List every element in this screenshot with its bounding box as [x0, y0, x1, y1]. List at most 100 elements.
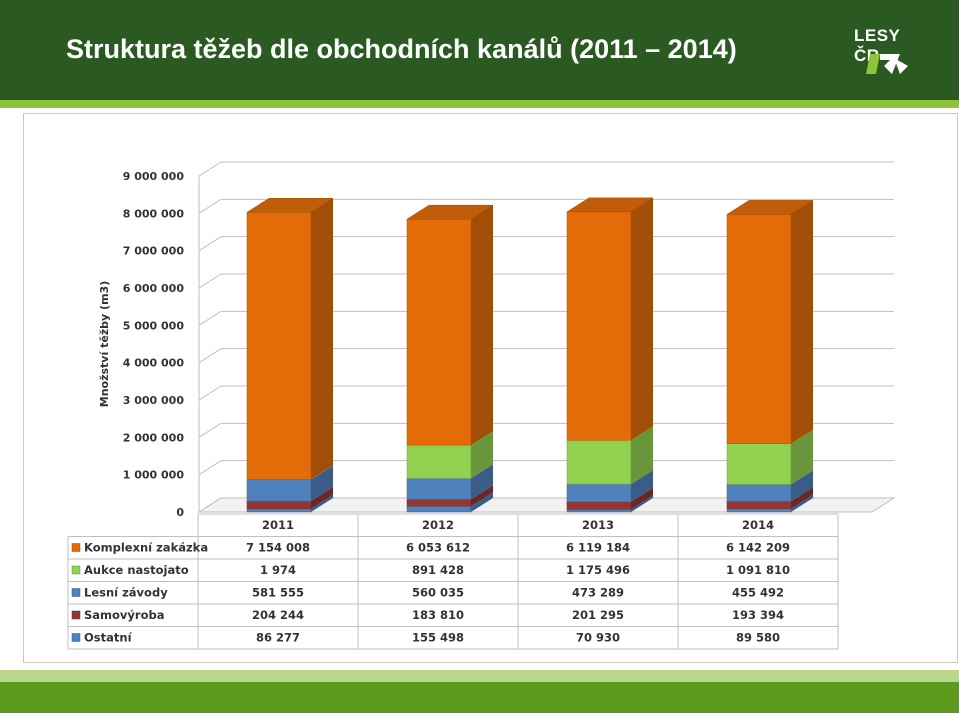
gridline-depth	[198, 460, 222, 476]
data-label: 473 289	[572, 586, 624, 600]
data-label: 86 277	[256, 631, 300, 645]
bar-segment-side	[631, 470, 653, 502]
footer-bar	[0, 682, 959, 713]
category-label: 2012	[422, 518, 454, 532]
series-label: Ostatní	[84, 631, 133, 645]
bar-segment-side	[471, 492, 493, 512]
bar-segment	[246, 479, 312, 502]
data-label: 7 154 008	[246, 541, 310, 555]
legend-key	[71, 565, 81, 575]
bar-segment-side	[311, 465, 333, 502]
bar-segment	[406, 499, 472, 507]
data-label: 891 428	[412, 563, 464, 577]
data-label: 1 974	[260, 563, 296, 577]
series-label: Samovýroba	[84, 608, 164, 622]
data-label: 455 492	[732, 586, 784, 600]
header-stripe	[0, 100, 959, 108]
bar-segment-side	[311, 198, 333, 480]
bar-segment	[406, 218, 472, 446]
y-tick-label: 1 000 000	[123, 469, 185, 482]
header-bar	[0, 0, 959, 104]
bar-top	[726, 200, 814, 215]
category-label: 2011	[262, 518, 294, 532]
bar-segment	[246, 500, 312, 510]
bar-segment-side	[471, 464, 493, 500]
bar-top	[246, 198, 334, 213]
data-label: 6 119 184	[566, 541, 630, 555]
bar-segment	[726, 484, 792, 502]
bar-segment-side	[311, 487, 333, 509]
logo-leaf-icon	[866, 54, 908, 74]
gridline-depth	[198, 422, 222, 438]
bar-segment-side	[471, 205, 493, 446]
y-tick-label: 6 000 000	[123, 282, 185, 295]
series-label: Komplexní zakázka	[84, 541, 208, 555]
bar-segment	[406, 444, 472, 479]
bar-segment	[566, 483, 632, 503]
bar-segment-side	[471, 485, 493, 507]
bar-segment	[566, 440, 632, 485]
bar-segment	[406, 478, 472, 500]
page-title: Struktura těžeb dle obchodních kanálů (2…	[66, 34, 737, 64]
data-label: 581 555	[252, 586, 304, 600]
data-label: 193 394	[732, 608, 784, 622]
y-tick-label: 5 000 000	[123, 319, 185, 332]
bar-segment-side	[311, 494, 333, 512]
series-label: Aukce nastojato	[84, 563, 189, 577]
data-label: 1 091 810	[726, 563, 790, 577]
lesy-cr-logo: LESY ČR	[850, 22, 930, 82]
gridline-depth	[198, 161, 222, 177]
y-tick-label: 7 000 000	[123, 245, 185, 258]
bar-segment	[566, 211, 632, 441]
bar-top	[566, 197, 654, 213]
bar-segment	[726, 501, 792, 509]
series-label: Lesní závody	[84, 586, 168, 600]
data-label: 201 295	[572, 608, 624, 622]
bar-segment-side	[471, 431, 493, 479]
data-label: 89 580	[736, 631, 780, 645]
bar-segment	[246, 212, 312, 480]
bar-segment	[566, 509, 632, 513]
legend-key	[71, 610, 81, 620]
y-tick-label: 8 000 000	[123, 207, 185, 220]
chart-floor	[197, 497, 896, 513]
data-label: 6 142 209	[726, 541, 790, 555]
y-tick-label: 9 000 000	[123, 170, 185, 183]
gridline-depth	[198, 348, 222, 364]
bar-segment	[406, 505, 472, 513]
footer-stripe	[0, 670, 959, 682]
bar-segment-side	[631, 487, 653, 510]
bar-segment-side	[631, 495, 653, 512]
data-label: 155 498	[412, 631, 464, 645]
gridline-depth	[198, 310, 222, 326]
data-label: 560 035	[412, 586, 464, 600]
legend-key	[71, 543, 81, 552]
bar-segment-side	[631, 197, 653, 441]
data-label: 70 930	[576, 631, 620, 645]
category-label: 2014	[742, 518, 774, 532]
legend-key	[71, 588, 81, 597]
bar-segment-side	[631, 426, 653, 485]
data-label: 6 053 612	[406, 541, 470, 555]
gridline-depth	[198, 385, 222, 401]
bar-top	[406, 204, 494, 220]
bar-segment-side	[791, 470, 813, 502]
data-label: 204 244	[252, 608, 304, 622]
legend-key	[71, 633, 81, 642]
bar-segment-side	[791, 200, 813, 444]
y-tick-label: 4 000 000	[123, 357, 185, 370]
bar-segment-side	[791, 429, 813, 485]
bar-segment	[726, 508, 792, 513]
gridline-depth	[198, 273, 222, 289]
bar-segment	[726, 443, 792, 485]
bar-segment	[246, 508, 312, 513]
bar-segment	[566, 501, 632, 510]
gridline-depth	[198, 198, 222, 214]
data-label: 183 810	[412, 608, 464, 622]
bar-segment-side	[791, 487, 813, 509]
bar-segment-side	[791, 494, 813, 512]
y-tick-label: 2 000 000	[123, 431, 185, 444]
data-label: 1 175 496	[566, 563, 630, 577]
bar-segment	[726, 214, 792, 444]
